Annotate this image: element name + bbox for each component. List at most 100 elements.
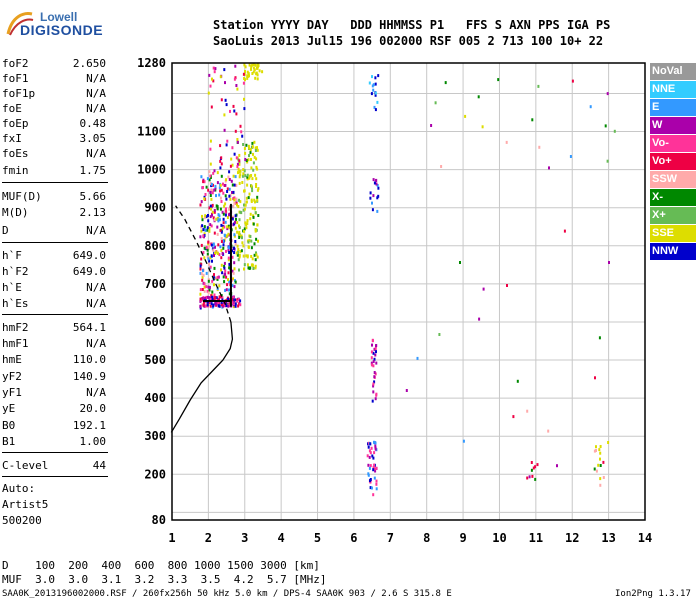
echo-point xyxy=(215,217,218,221)
echo-point xyxy=(251,206,254,210)
echo-point xyxy=(201,278,204,282)
echo-point xyxy=(206,255,209,259)
echo-point xyxy=(370,446,373,450)
echo-point xyxy=(244,221,247,225)
echo-point xyxy=(370,486,373,490)
echo-point xyxy=(222,191,225,195)
echo-point xyxy=(211,191,214,195)
echo-point xyxy=(209,147,212,151)
echo-point xyxy=(207,91,210,95)
echo-point xyxy=(209,162,212,166)
echo-point xyxy=(199,264,202,268)
echo-point xyxy=(256,73,259,77)
echo-point xyxy=(255,185,257,188)
echo-point xyxy=(248,154,250,158)
echo-point xyxy=(250,198,253,202)
echo-point xyxy=(204,296,207,300)
echo-point xyxy=(228,266,231,270)
echo-point xyxy=(373,357,376,361)
echo-point xyxy=(251,186,253,190)
echo-point xyxy=(606,159,609,163)
echo-point xyxy=(243,207,246,211)
echo-point xyxy=(216,171,219,175)
param-foF1p: foF1p N/A xyxy=(2,87,106,100)
echo-point xyxy=(213,188,216,192)
echo-point xyxy=(233,109,236,113)
echo-point xyxy=(205,185,208,189)
echo-point xyxy=(374,444,377,448)
echo-point xyxy=(224,288,227,292)
echo-point xyxy=(242,168,245,172)
echo-point xyxy=(256,198,259,202)
echo-point xyxy=(228,251,231,254)
echo-point xyxy=(236,203,238,207)
echo-point xyxy=(373,181,376,185)
echo-point xyxy=(256,77,259,81)
echo-point xyxy=(367,472,370,476)
param-foE: foE N/A xyxy=(2,102,106,115)
echo-point xyxy=(214,184,217,188)
echo-point xyxy=(199,292,202,296)
echo-point xyxy=(199,297,202,301)
auto-version: 500200 xyxy=(2,514,42,527)
param-hE: h`E N/A xyxy=(2,281,106,294)
echo-point xyxy=(236,87,239,91)
echo-point xyxy=(234,280,237,284)
echo-point xyxy=(369,451,372,455)
auto-label: Auto: xyxy=(2,482,36,495)
echo-point xyxy=(202,269,204,273)
echo-point xyxy=(202,180,205,184)
echo-point xyxy=(224,220,227,224)
echo-point xyxy=(219,207,222,211)
echo-point xyxy=(255,237,258,241)
echo-point xyxy=(563,229,566,233)
echo-point xyxy=(252,267,255,270)
echo-point xyxy=(243,97,245,101)
echo-point xyxy=(234,242,237,246)
echo-point xyxy=(372,465,375,469)
divider xyxy=(2,314,108,315)
echo-point xyxy=(209,223,212,227)
echo-point xyxy=(206,226,209,230)
echo-point xyxy=(210,294,213,298)
echo-point xyxy=(374,82,377,86)
echo-point xyxy=(375,487,378,491)
echo-point xyxy=(231,269,234,273)
echo-point xyxy=(239,210,242,214)
echo-point xyxy=(210,197,213,201)
echo-point xyxy=(528,475,531,479)
echo-point xyxy=(253,155,256,159)
legend-noval: NoVal xyxy=(650,63,696,80)
echo-point xyxy=(223,233,226,237)
echo-point xyxy=(370,361,373,365)
echo-point xyxy=(206,177,209,181)
echo-point xyxy=(534,477,537,481)
echo-point xyxy=(252,70,255,74)
echo-point xyxy=(252,215,255,219)
echo-point xyxy=(238,218,241,222)
echo-point xyxy=(212,216,215,220)
echo-point xyxy=(221,298,224,302)
echo-point xyxy=(211,77,213,81)
echo-point xyxy=(512,415,515,419)
profile-solid xyxy=(170,321,234,433)
echo-point xyxy=(229,193,232,197)
y-tick-label: 1100 xyxy=(137,125,166,139)
echo-point xyxy=(371,339,374,343)
echo-point xyxy=(234,240,237,243)
echo-point xyxy=(482,287,485,291)
echo-point xyxy=(254,264,257,268)
echo-point xyxy=(236,250,239,254)
echo-point xyxy=(371,84,374,88)
echo-point xyxy=(213,254,215,257)
echo-point xyxy=(220,240,223,243)
logo-lowell: Lowell xyxy=(40,10,78,24)
echo-point xyxy=(252,152,254,156)
echo-point xyxy=(231,191,233,194)
echo-point xyxy=(202,234,205,238)
echo-point xyxy=(247,144,250,148)
param-B1: B1 1.00 xyxy=(2,435,106,448)
echo-point xyxy=(252,168,255,172)
echo-point xyxy=(200,262,203,266)
echo-point xyxy=(497,78,500,82)
